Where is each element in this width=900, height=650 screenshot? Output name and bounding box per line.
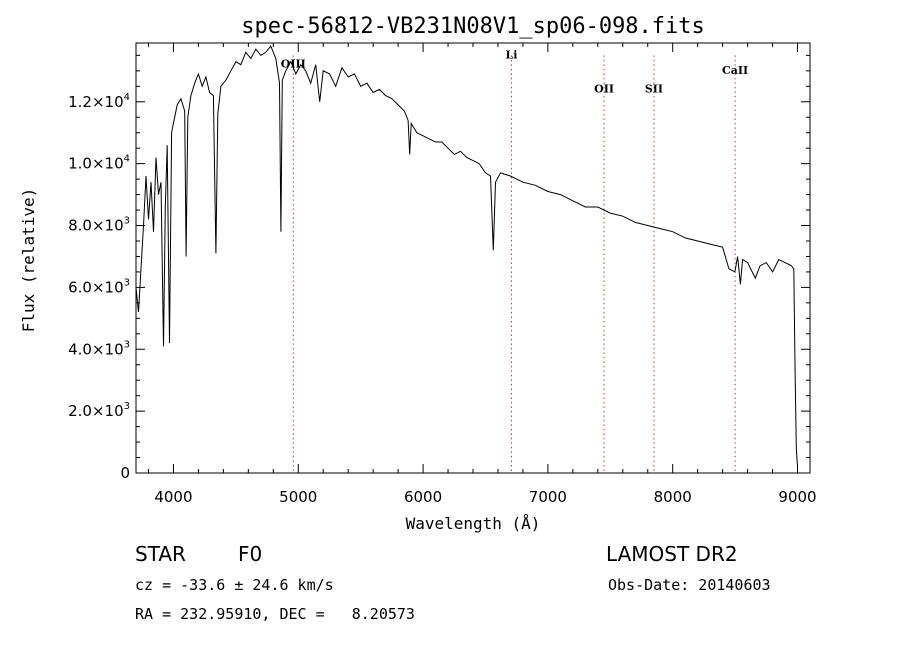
y-tick-exponent: 3 [124,216,130,227]
y-tick-mantissa: 6.0×10 [68,278,124,296]
coordinates: RA = 232.95910, DEC = 8.20573 [135,605,415,623]
y-axis-label: Flux (relative) [19,188,38,333]
spectral-subclass: F0 [238,542,263,566]
y-tick-label-0: 0 [120,464,130,482]
y-tick-mantissa: 8.0×10 [68,217,124,235]
x-axis-ticks: 4000 5000 6000 7000 8000 9000 [147,43,817,506]
x-axis-label: Wavelength (Å) [406,514,541,533]
y-tick-exponent: 3 [124,339,130,350]
survey-name: LAMOST DR2 [606,542,738,566]
marker-label-1: Li [505,48,517,61]
y-axis-ticks: 02.0×1034.0×1036.0×1038.0×1031.0×1041.2×… [68,54,810,482]
chart-title: spec-56812-VB231N08V1_sp06-098.fits [241,14,705,39]
y-tick-exponent: 3 [124,401,130,412]
y-tick-label-1: 2.0×103 [68,401,130,420]
y-tick-exponent: 4 [124,154,130,165]
marker-label-4: CaII [722,64,748,77]
observation-date: Obs-Date: 20140603 [608,576,771,594]
redshift-velocity: cz = -33.6 ± 24.6 km/s [135,576,334,594]
marker-label-2: OII [594,82,614,95]
object-type: STAR [135,542,186,566]
y-tick-label-2: 4.0×103 [68,339,130,358]
x-tick-label-2: 6000 [404,488,442,506]
marker-label-3: SII [645,82,663,95]
spectrum-series-line [135,45,798,467]
x-tick-label-4: 8000 [654,488,692,506]
x-tick-label-5: 9000 [778,488,816,506]
y-tick-mantissa: 0 [120,464,130,482]
plot-frame [135,42,811,474]
y-tick-exponent: 4 [124,92,130,103]
x-tick-label-1: 5000 [279,488,317,506]
y-tick-label-6: 1.2×104 [68,92,130,111]
x-tick-label-0: 4000 [154,488,192,506]
y-tick-label-3: 6.0×103 [68,277,130,296]
x-tick-label-3: 7000 [529,488,567,506]
y-tick-label-5: 1.0×104 [68,154,130,173]
y-tick-label-4: 8.0×103 [68,216,130,235]
y-tick-mantissa: 2.0×10 [68,402,124,420]
y-tick-mantissa: 1.2×10 [68,93,124,111]
y-tick-exponent: 3 [124,277,130,288]
y-tick-mantissa: 4.0×10 [68,340,124,358]
y-tick-mantissa: 1.0×10 [68,155,124,173]
